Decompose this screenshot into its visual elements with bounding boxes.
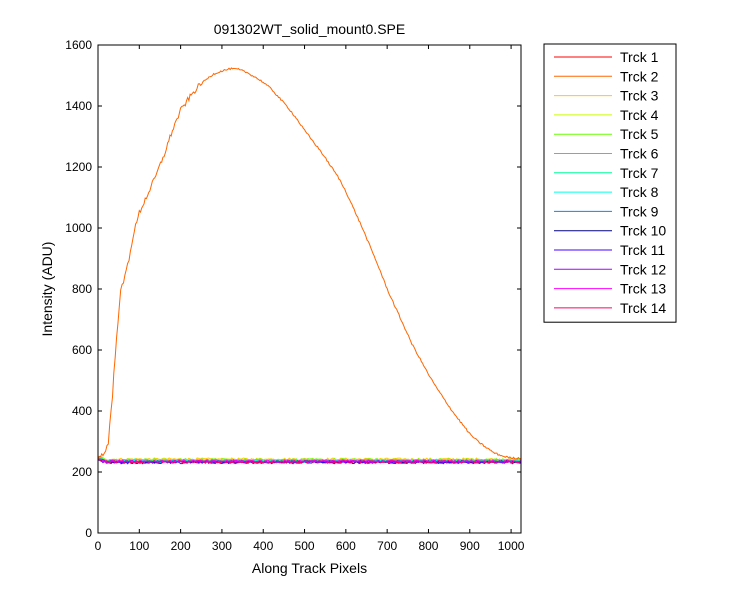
- y-tick-label: 0: [85, 526, 92, 540]
- x-tick-label: 900: [460, 539, 480, 553]
- legend-entry-label: Trck 10: [620, 223, 666, 239]
- legend-entry-label: Trck 11: [620, 242, 665, 258]
- x-axis-label: Along Track Pixels: [252, 560, 367, 576]
- y-tick-label: 400: [72, 404, 92, 418]
- plot-border: [97, 44, 522, 534]
- x-tick-label: 1000: [498, 539, 525, 553]
- plot-series: [97, 67, 522, 465]
- legend-entry-label: Trck 14: [620, 300, 666, 316]
- plot-area: [98, 45, 521, 533]
- legend-entry-label: Trck 5: [620, 126, 659, 142]
- axis-frame: [97, 44, 522, 534]
- legend-entry-label: Trck 6: [620, 146, 659, 162]
- y-axis-label: Intensity (ADU): [39, 242, 55, 337]
- series-line: [97, 458, 522, 464]
- legend-entry-label: Trck 1: [620, 49, 659, 65]
- y-tick-label: 600: [72, 343, 92, 357]
- series-line: [97, 456, 522, 462]
- y-tick-label: 1400: [65, 99, 92, 113]
- chart-title: 091302WT_solid_mount0.SPE: [214, 21, 405, 37]
- legend-box: [543, 43, 677, 323]
- x-tick-label: 700: [377, 539, 397, 553]
- legend-entry-label: Trck 2: [620, 68, 659, 84]
- series-line: [97, 67, 522, 460]
- x-tick-label: 100: [129, 539, 149, 553]
- y-tick-label: 1200: [65, 160, 92, 174]
- y-tick-label: 1600: [65, 38, 92, 52]
- y-tick-label: 1000: [65, 221, 92, 235]
- legend-entry-label: Trck 13: [620, 281, 666, 297]
- y-tick-label: 200: [72, 465, 92, 479]
- legend-entry-label: Trck 4: [620, 107, 659, 123]
- x-tick-label: 500: [295, 539, 315, 553]
- x-tick-label: 200: [171, 539, 191, 553]
- legend-entry-label: Trck 12: [620, 261, 666, 277]
- x-tick-label: 400: [253, 539, 273, 553]
- legend-entry-label: Trck 7: [620, 165, 659, 181]
- x-tick-label: 0: [95, 539, 102, 553]
- x-tick-label: 800: [418, 539, 438, 553]
- legend-entry-label: Trck 3: [620, 88, 659, 104]
- y-tick-label: 800: [72, 282, 92, 296]
- axes: 0 100 200 300 400 500 600 700 800 900 1000 0 200 400 6…: [65, 38, 524, 553]
- legend-entry-label: Trck 8: [620, 184, 659, 200]
- x-tick-label: 300: [212, 539, 232, 553]
- legend-entry-label: Trck 9: [620, 203, 659, 219]
- x-tick-label: 600: [336, 539, 356, 553]
- legend: Trck 1 Trck 2 Trck 3 Trck 4 Trck 5 Trck 6 Trck…: [543, 43, 677, 323]
